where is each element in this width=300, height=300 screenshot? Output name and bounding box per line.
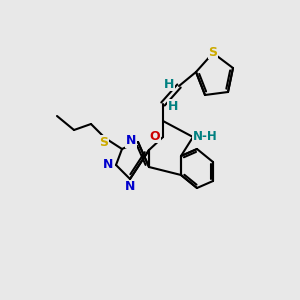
Text: H: H — [164, 77, 174, 91]
Text: S: S — [208, 46, 217, 59]
Text: O: O — [150, 130, 160, 142]
Text: N: N — [125, 181, 135, 194]
Text: S: S — [100, 136, 109, 148]
Text: H: H — [168, 100, 178, 112]
Text: N: N — [126, 134, 136, 148]
Text: N-H: N-H — [193, 130, 217, 142]
Text: N: N — [103, 158, 113, 172]
